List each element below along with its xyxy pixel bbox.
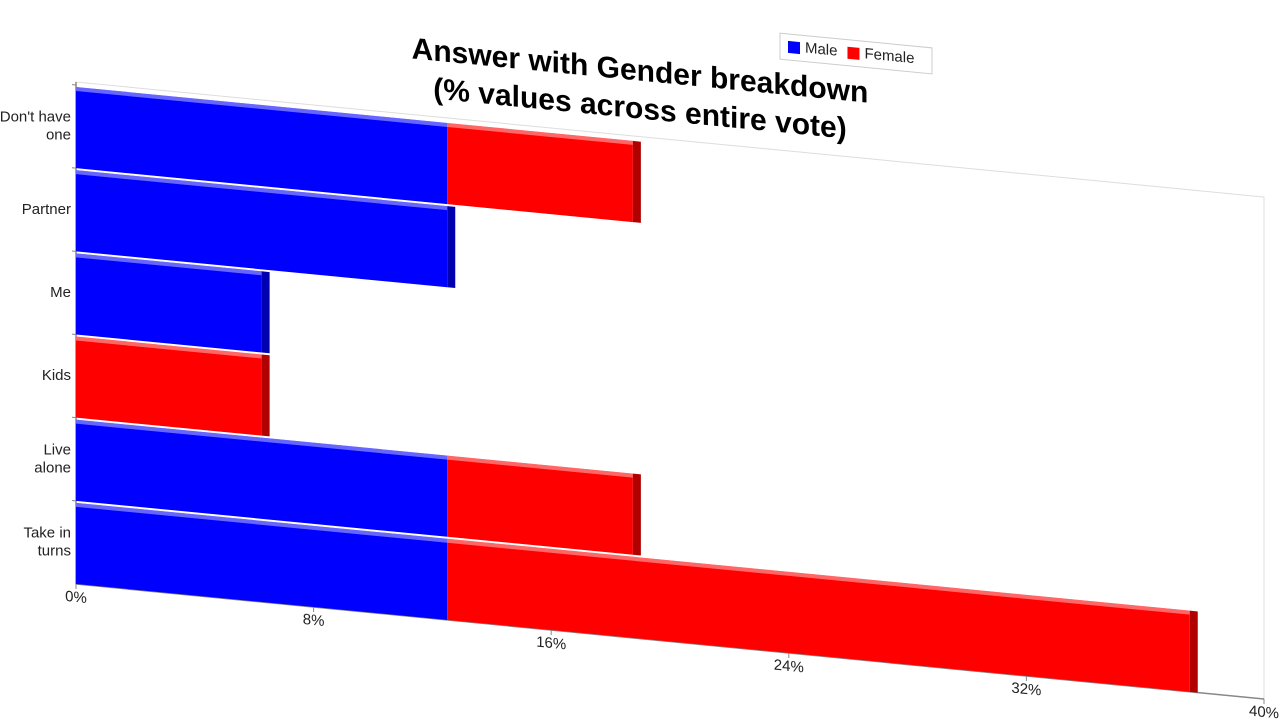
x-tick-label: 24%: [774, 657, 804, 677]
y-tick-label: Me: [50, 284, 71, 301]
legend: Male Female: [779, 32, 933, 75]
bar: [76, 170, 448, 288]
bar-top: [76, 336, 262, 359]
legend-swatch: [788, 40, 800, 55]
x-tick-label: 8%: [303, 611, 325, 630]
legend-label: Male: [805, 40, 837, 60]
x-tick-label: 0%: [65, 588, 87, 607]
bar-top: [76, 170, 448, 211]
bar: [76, 419, 448, 537]
bar-top: [447, 122, 633, 145]
y-tick-label: Take in turns: [23, 524, 71, 559]
bar: [447, 455, 633, 555]
bar: [447, 538, 1190, 692]
legend-label: Female: [864, 45, 914, 67]
bar-side: [632, 473, 641, 556]
bar: [76, 87, 448, 205]
bar-top: [76, 419, 448, 460]
bar: [76, 502, 448, 620]
y-tick-label: Kids: [42, 367, 71, 384]
bar-side: [261, 354, 270, 437]
x-tick-label: 32%: [1011, 680, 1041, 700]
bar: [447, 122, 633, 223]
bar-top: [76, 253, 262, 276]
bar-side: [1189, 610, 1198, 693]
bar-side: [447, 206, 456, 289]
bar-top: [76, 87, 448, 127]
bar-side: [261, 271, 270, 354]
plot: Answer with Gender breakdown (% values a…: [65, 32, 1279, 720]
y-tick-label: Live alone: [34, 441, 71, 476]
legend-swatch: [847, 46, 860, 60]
bar-top: [447, 538, 1190, 615]
x-tick-label: 40%: [1249, 703, 1279, 720]
bar: [76, 336, 262, 436]
bar: [76, 253, 262, 353]
y-tick-label: Don't have one: [0, 109, 71, 144]
bar-top: [447, 455, 633, 478]
x-tick-label: 16%: [536, 634, 566, 654]
category-labels: Don't have one Partner Me Kids Live alone Take …: [0, 109, 71, 560]
y-tick-label: Partner: [22, 201, 71, 218]
bar-side: [632, 140, 641, 223]
bar-top: [76, 502, 448, 543]
